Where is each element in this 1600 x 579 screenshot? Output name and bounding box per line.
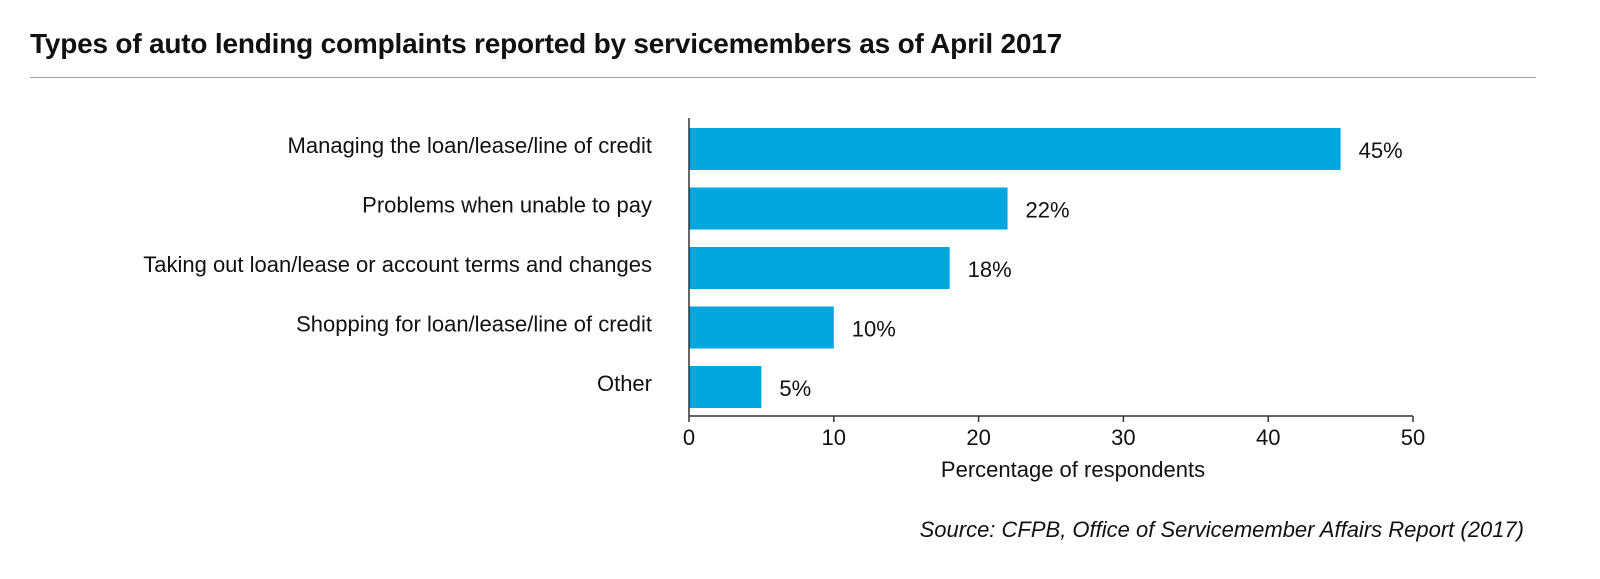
bar: [689, 247, 950, 289]
x-tick-label: 50: [1401, 425, 1425, 450]
category-label: Managing the loan/lease/line of credit: [288, 133, 652, 158]
value-label: 18%: [968, 257, 1012, 282]
x-axis-title: Percentage of respondents: [941, 457, 1205, 482]
source-note: Source: CFPB, Office of Servicemember Af…: [919, 517, 1524, 542]
x-tick-label: 10: [822, 425, 846, 450]
value-label: 5%: [779, 376, 811, 401]
title-divider: [30, 77, 1536, 78]
value-label: 22%: [1026, 197, 1070, 222]
category-label: Shopping for loan/lease/line of credit: [296, 311, 652, 336]
category-label: Problems when unable to pay: [362, 192, 652, 217]
value-label: 45%: [1359, 138, 1403, 163]
category-label: Taking out loan/lease or account terms a…: [143, 252, 652, 277]
x-tick-label: 40: [1256, 425, 1280, 450]
x-tick-label: 30: [1111, 425, 1135, 450]
x-tick-label: 20: [966, 425, 990, 450]
bar: [689, 187, 1008, 230]
x-tick-label: 0: [683, 425, 695, 450]
bar: [689, 128, 1341, 170]
category-label: Other: [597, 371, 652, 396]
value-label: 10%: [852, 316, 896, 341]
bar: [689, 366, 762, 408]
bar: [689, 306, 834, 349]
chart-title: Types of auto lending complaints reporte…: [30, 28, 1062, 59]
